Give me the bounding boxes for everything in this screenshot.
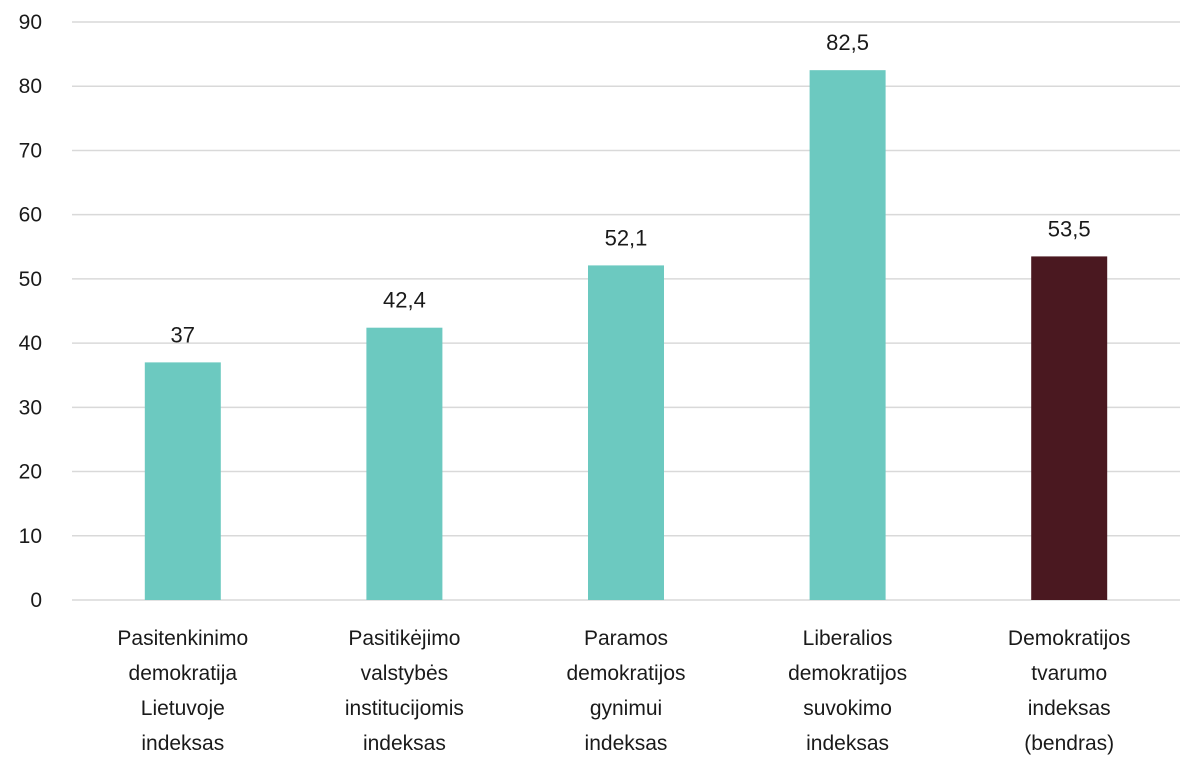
bar xyxy=(366,327,443,600)
y-tick-label: 70 xyxy=(19,139,42,162)
data-labels: 37 42,4 52,1 82,5 53,5 xyxy=(171,30,1091,347)
x-category-label: Pasitikėjimo valstybės institucijomis indek… xyxy=(345,627,464,755)
y-tick-label: 0 xyxy=(30,589,42,612)
bar xyxy=(1031,256,1108,600)
bar xyxy=(144,362,221,600)
data-label: 42,4 xyxy=(383,288,426,313)
y-tick-label: 80 xyxy=(19,75,42,98)
data-label: 82,5 xyxy=(826,30,869,55)
data-label: 52,1 xyxy=(605,225,648,250)
bar xyxy=(809,70,886,600)
data-label: 37 xyxy=(171,322,195,347)
y-tick-label: 50 xyxy=(19,268,42,291)
y-axis-ticks: 0 10 20 30 40 50 60 70 80 90 xyxy=(19,11,42,612)
y-tick-label: 10 xyxy=(19,525,42,548)
x-category-label: Pasitenkinimo demokratija Lietuvoje indeksa… xyxy=(117,627,248,755)
bars xyxy=(144,70,1108,600)
y-tick-label: 20 xyxy=(19,461,42,484)
y-tick-label: 60 xyxy=(19,204,42,227)
bar xyxy=(588,265,664,600)
x-axis-categories: Pasitenkinimo demokratija Lietuvoje indeksa… xyxy=(117,627,1130,755)
x-category-label: Paramos demokratijos gynimui indeksas xyxy=(566,627,685,755)
y-tick-label: 90 xyxy=(19,11,42,34)
y-tick-label: 40 xyxy=(19,332,42,355)
data-label: 53,5 xyxy=(1048,216,1091,241)
y-tick-label: 30 xyxy=(19,396,42,419)
x-category-label: Liberalios demokratijos suvokimo indeksas xyxy=(788,627,907,755)
x-category-label: Demokratijos tvarumo indeksas (bendras) xyxy=(1008,627,1131,755)
